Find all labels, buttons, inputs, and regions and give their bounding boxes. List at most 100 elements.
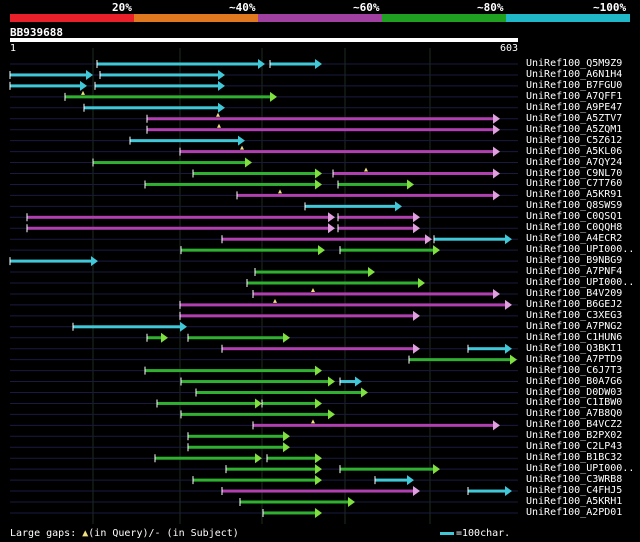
hit-label[interactable]: UniRef100_C3WRB8 [526,474,623,486]
hit-segment[interactable] [340,467,434,471]
hit-segment[interactable] [222,237,426,241]
hit-segment[interactable] [222,489,414,493]
hit-segment[interactable] [226,467,316,471]
hit-segment[interactable] [240,500,349,504]
hit-segment[interactable] [180,150,494,154]
hit-segment[interactable] [340,380,356,384]
hit-segment[interactable] [409,358,511,362]
hit-label[interactable]: UniRef100_C6J7T3 [526,364,623,376]
hit-segment[interactable] [181,412,329,416]
hit-segment[interactable] [338,226,414,230]
hit-segment[interactable] [10,84,81,88]
hit-segment[interactable] [468,347,506,351]
hit-label[interactable]: UniRef100_C5Z612 [526,134,623,146]
hit-segment[interactable] [97,62,259,66]
hit-label[interactable]: UniRef100_B9NBG9 [526,255,623,267]
hit-segment[interactable] [262,401,316,405]
hit-label[interactable]: UniRef100_A7PTD9 [526,353,623,365]
hit-label[interactable]: UniRef100_A7B8Q0 [526,408,623,420]
hit-segment[interactable] [253,423,494,427]
hit-segment[interactable] [181,248,319,252]
hit-label[interactable]: UniRef100_UPI000.. [526,277,635,288]
hit-label[interactable]: UniRef100_C7T760 [526,178,623,190]
hit-label[interactable]: UniRef100_B6GEJ2 [526,298,623,310]
hit-segment[interactable] [193,478,316,482]
hit-segment[interactable] [267,456,316,460]
hit-segment[interactable] [181,380,329,384]
hit-label[interactable]: UniRef100_Q5M9Z9 [526,58,623,69]
hit-label[interactable]: UniRef100_B0A7G6 [526,375,623,387]
hit-segment[interactable] [95,84,219,88]
hit-segment[interactable] [375,478,408,482]
hit-segment[interactable] [434,237,506,241]
hit-segment[interactable] [10,73,87,77]
hit-segment[interactable] [270,62,316,66]
hit-label[interactable]: UniRef100_A7QY24 [526,156,623,168]
hit-segment[interactable] [10,259,92,263]
hit-segment[interactable] [145,369,316,373]
hit-label[interactable]: UniRef100_C1HUN6 [526,331,623,343]
hit-label[interactable]: UniRef100_B4V209 [526,287,623,299]
hit-label[interactable]: UniRef100_A5KL06 [526,145,623,157]
hit-segment[interactable] [237,193,494,197]
hit-segment[interactable] [253,292,494,296]
hit-segment[interactable] [65,95,271,99]
hit-segment[interactable] [196,391,362,394]
hit-label[interactable]: UniRef100_A4ECR2 [526,233,623,245]
hit-label[interactable]: UniRef100_C0QQH8 [526,222,623,234]
hit-segment[interactable] [338,215,414,219]
hit-segment[interactable] [255,270,369,274]
hit-label[interactable]: UniRef100_A2PD01 [526,506,623,518]
hit-segment[interactable] [73,325,181,329]
hit-label[interactable]: UniRef100_A5ZQM1 [526,123,623,135]
hit-segment[interactable] [180,314,414,318]
hit-label[interactable]: UniRef100_C1IBW0 [526,397,623,409]
hit-segment[interactable] [188,434,284,438]
hit-segment[interactable] [305,204,396,208]
hit-segment[interactable] [333,172,494,175]
hit-label[interactable]: UniRef100_C2LP43 [526,441,623,453]
hit-segment[interactable] [147,336,162,340]
hit-segment[interactable] [188,445,284,449]
hit-segment[interactable] [147,117,494,121]
hit-label[interactable]: UniRef100_A6N1H4 [526,68,623,80]
hit-segment[interactable] [145,182,316,186]
hit-label[interactable]: UniRef100_C9NL70 [526,167,623,179]
hit-label[interactable]: UniRef100_C0QSQ1 [526,211,623,223]
hit-segment[interactable] [93,161,246,165]
hit-label[interactable]: UniRef100_A5ZTV7 [526,112,623,124]
hit-segment[interactable] [157,401,256,405]
hit-label[interactable]: UniRef100_A9PE47 [526,101,623,113]
hit-label[interactable]: UniRef100_D0DW03 [526,386,623,398]
hit-segment[interactable] [468,489,506,493]
hit-segment[interactable] [193,172,316,175]
hit-segment[interactable] [340,248,434,252]
hit-label[interactable]: UniRef100_A7PNG2 [526,320,623,332]
hit-segment[interactable] [222,347,414,351]
hit-label[interactable]: UniRef100_A5KR91 [526,189,623,201]
hit-segment[interactable] [155,456,256,460]
hit-label[interactable]: UniRef100_Q3BKI1 [526,342,623,354]
hit-segment[interactable] [130,139,239,143]
hit-label[interactable]: UniRef100_A7QFF1 [526,90,623,102]
hit-segment[interactable] [180,303,506,307]
hit-label[interactable]: UniRef100_Q8SWS9 [526,200,623,212]
hit-label[interactable]: UniRef100_C4FHJ5 [526,485,623,497]
hit-segment[interactable] [147,128,494,132]
hit-label[interactable]: UniRef100_A5KRH1 [526,496,623,507]
hit-label[interactable]: UniRef100_B7FGU0 [526,79,623,91]
hit-segment[interactable] [100,73,219,77]
hit-segment[interactable] [338,182,408,186]
hit-label[interactable]: UniRef100_B4VCZ2 [526,419,623,431]
hit-label[interactable]: UniRef100_A7PNF4 [526,266,623,278]
hit-label[interactable]: UniRef100_UPI000.. [526,244,635,256]
hit-label[interactable]: UniRef100_UPI000.. [526,463,635,475]
hit-label[interactable]: UniRef100_C3XEG3 [526,309,623,321]
hit-segment[interactable] [188,336,284,340]
hit-segment[interactable] [247,281,419,285]
hit-segment[interactable] [84,106,219,110]
hit-label[interactable]: UniRef100_B1BC32 [526,452,623,464]
hit-segment[interactable] [27,215,329,219]
hit-segment[interactable] [27,226,329,230]
hit-label[interactable]: UniRef100_B2PX02 [526,430,623,442]
